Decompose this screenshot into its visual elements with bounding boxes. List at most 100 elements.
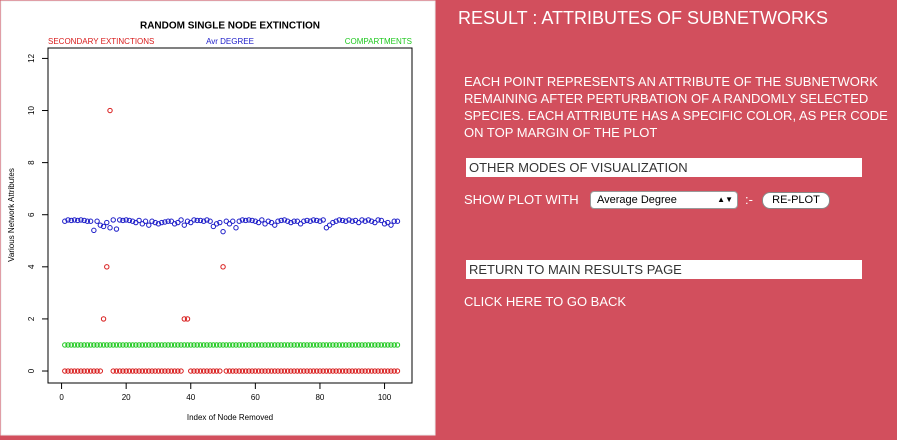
- y-tick-label: 2: [27, 316, 36, 321]
- point: [330, 219, 336, 226]
- point: [368, 218, 375, 224]
- point: [175, 342, 181, 348]
- point: [343, 368, 349, 374]
- point: [268, 368, 275, 374]
- point: [288, 219, 294, 226]
- point: [194, 368, 200, 374]
- point: [113, 226, 120, 232]
- y-axis-label: Various Network Attributes: [7, 168, 16, 262]
- point: [81, 368, 87, 374]
- point: [178, 217, 184, 223]
- point: [129, 342, 136, 348]
- point: [333, 342, 339, 348]
- point: [317, 342, 323, 348]
- point: [230, 342, 236, 348]
- point: [394, 342, 401, 348]
- point: [107, 342, 113, 348]
- point: [136, 368, 142, 374]
- plot-box: [47, 47, 413, 384]
- legend-entry: Avr DEGREE: [206, 37, 254, 46]
- point: [333, 368, 339, 374]
- point: [197, 368, 204, 374]
- point: [100, 223, 107, 230]
- point: [87, 218, 94, 224]
- plot-select[interactable]: Average Degree ▲▼: [590, 191, 738, 209]
- point: [181, 342, 187, 348]
- point: [278, 342, 284, 348]
- point: [168, 368, 175, 374]
- point: [326, 222, 333, 228]
- point: [346, 342, 352, 348]
- x-tick-label: 80: [315, 393, 324, 402]
- y-tick-label: 10: [27, 106, 36, 115]
- point: [356, 342, 362, 348]
- point: [146, 368, 152, 374]
- point: [320, 342, 326, 348]
- point: [236, 342, 242, 348]
- replot-button[interactable]: RE-PLOT: [762, 192, 830, 209]
- point: [71, 217, 78, 223]
- point: [307, 368, 313, 374]
- point: [104, 342, 110, 348]
- point: [281, 368, 288, 374]
- point: [310, 217, 317, 223]
- point: [117, 368, 123, 374]
- point: [326, 342, 333, 348]
- point: [175, 219, 181, 226]
- point: [356, 368, 362, 374]
- point: [281, 217, 288, 223]
- point: [385, 368, 391, 374]
- back-link[interactable]: CLICK HERE TO GO BACK: [464, 294, 627, 309]
- x-tick-label: 20: [122, 393, 131, 402]
- point: [346, 368, 352, 374]
- point: [372, 342, 378, 348]
- point: [123, 217, 129, 223]
- point: [262, 368, 268, 374]
- point: [65, 368, 71, 374]
- point: [200, 368, 207, 374]
- point: [217, 219, 223, 226]
- point: [265, 368, 271, 374]
- point: [152, 219, 158, 226]
- point: [213, 368, 220, 374]
- point: [110, 217, 116, 223]
- point: [200, 218, 207, 224]
- point: [310, 342, 317, 348]
- point: [75, 217, 81, 224]
- point: [249, 368, 255, 374]
- point: [297, 342, 304, 348]
- point: [158, 342, 165, 348]
- point: [107, 107, 113, 114]
- point: [100, 316, 107, 322]
- point: [336, 342, 343, 348]
- point: [62, 368, 68, 374]
- point: [158, 368, 165, 374]
- point: [246, 368, 252, 374]
- point: [362, 218, 368, 224]
- point: [249, 342, 255, 348]
- point: [184, 218, 191, 224]
- point: [149, 368, 155, 374]
- point: [284, 218, 291, 224]
- point: [165, 368, 171, 374]
- point: [346, 217, 352, 223]
- point: [120, 217, 126, 224]
- point: [349, 218, 355, 224]
- point: [162, 342, 168, 348]
- point: [152, 342, 158, 348]
- point: [81, 342, 87, 348]
- point: [197, 342, 204, 348]
- point: [284, 342, 291, 348]
- point: [223, 342, 229, 348]
- point: [91, 227, 97, 234]
- point: [155, 342, 162, 348]
- point: [97, 222, 104, 228]
- return-box: RETURN TO MAIN RESULTS PAGE: [466, 260, 862, 279]
- point: [171, 342, 178, 348]
- point: [301, 342, 307, 348]
- point: [220, 342, 226, 348]
- point: [133, 368, 139, 374]
- point: [75, 368, 81, 374]
- point: [242, 342, 249, 348]
- point: [217, 368, 223, 374]
